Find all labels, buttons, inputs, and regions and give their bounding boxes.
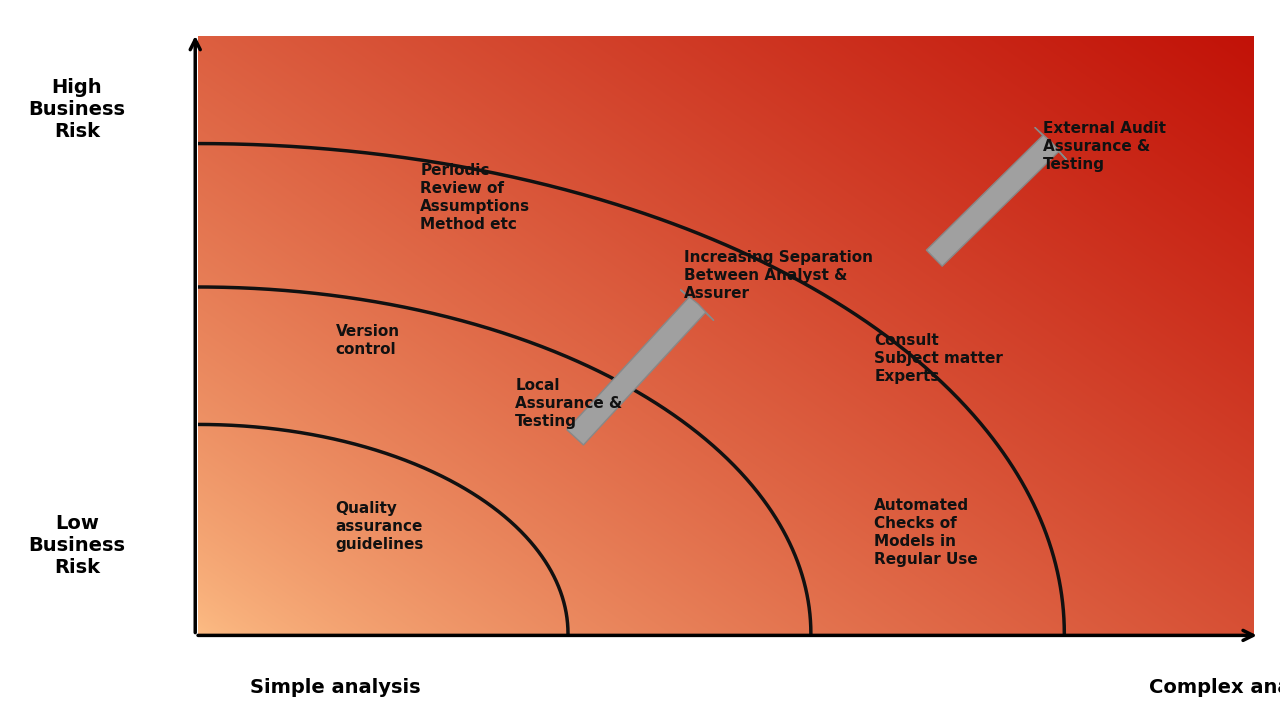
Text: Low
Business
Risk: Low Business Risk <box>28 514 125 577</box>
Text: Automated
Checks of
Models in
Regular Use: Automated Checks of Models in Regular Us… <box>874 498 978 567</box>
Text: Version
control: Version control <box>335 324 399 357</box>
Text: Quality
assurance
guidelines: Quality assurance guidelines <box>335 500 424 552</box>
Text: Increasing Separation
Between Analyst &
Assurer: Increasing Separation Between Analyst & … <box>685 250 873 300</box>
Text: Periodic
Review of
Assumptions
Method etc: Periodic Review of Assumptions Method et… <box>420 163 530 232</box>
Text: External Audit
Assurance &
Testing: External Audit Assurance & Testing <box>1043 121 1166 172</box>
Text: Complex analysis: Complex analysis <box>1148 678 1280 698</box>
Text: High
Business
Risk: High Business Risk <box>28 78 125 141</box>
Text: Local
Assurance &
Testing: Local Assurance & Testing <box>516 378 622 429</box>
Text: Consult
Subject matter
Experts: Consult Subject matter Experts <box>874 333 1004 384</box>
Text: Simple analysis: Simple analysis <box>251 678 421 698</box>
